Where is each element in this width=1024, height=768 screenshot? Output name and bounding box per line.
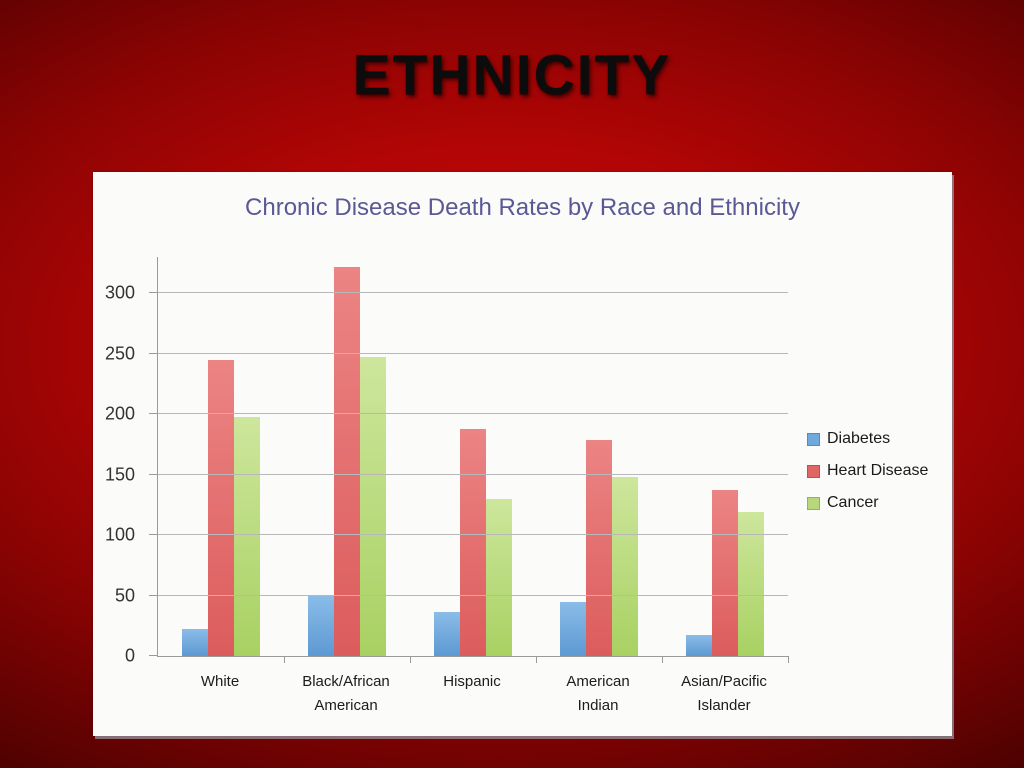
bar-heart-disease-white [208, 359, 234, 656]
x-axis-tick [410, 656, 411, 663]
y-tick-label-200: 200 [104, 403, 135, 424]
x-category-label-american-indian: American Indian [566, 673, 630, 714]
y-tick-label-300: 300 [104, 282, 135, 303]
x-category-label-black-african-american: Black/African American [302, 673, 390, 714]
bar-diabetes-asian-pacific-islander [686, 635, 712, 656]
slide-title: ETHNICITY [352, 43, 672, 107]
legend-item-heart-disease: Heart Disease [807, 462, 928, 480]
legend-item-cancer: Cancer [807, 494, 928, 512]
bar-group-hispanic [410, 257, 536, 656]
chart-title: Chronic Disease Death Rates by Race and … [245, 194, 800, 221]
y-tick-label-150: 150 [104, 464, 135, 485]
bar-heart-disease-black-african-american [334, 266, 360, 656]
legend-swatch-heart-disease [807, 464, 820, 478]
legend-item-diabetes: Diabetes [807, 430, 928, 448]
bar-cancer-american-indian [612, 477, 638, 656]
gridline-150 [158, 473, 788, 475]
y-tick-label-50: 50 [114, 585, 135, 606]
legend-swatch-cancer [807, 496, 820, 510]
bar-group-asian-pacific-islander [662, 257, 788, 656]
y-tick-mark [149, 534, 157, 536]
x-axis-tick [662, 656, 663, 663]
chart-panel: Chronic Disease Death Rates by Race and … [93, 172, 952, 736]
gridline-300 [158, 292, 788, 294]
bar-diabetes-american-indian [560, 601, 586, 656]
bar-diabetes-hispanic [434, 612, 460, 656]
y-tick-mark [149, 352, 157, 354]
bar-heart-disease-american-indian [586, 439, 612, 656]
y-tick-mark [149, 473, 157, 475]
bar-cancer-black-african-american [360, 357, 386, 656]
bar-groups [158, 257, 788, 656]
gridline-100 [158, 534, 788, 536]
legend-label-heart-disease: Heart Disease [827, 462, 929, 479]
bar-group-black-african-american [284, 257, 410, 656]
y-axis: 0 50 100 150 200 250 300 [93, 257, 157, 666]
x-category-label-hispanic: Hispanic [443, 673, 501, 690]
gridline-50 [158, 594, 788, 596]
y-tick-mark [149, 594, 157, 596]
bar-cancer-asian-pacific-islander [738, 512, 764, 656]
bar-diabetes-black-african-american [308, 595, 334, 656]
y-tick-label-100: 100 [104, 524, 135, 545]
legend: Diabetes Heart Disease Cancer [807, 430, 928, 526]
bar-heart-disease-hispanic [460, 428, 486, 656]
gridline-250 [158, 352, 788, 354]
y-tick-mark [149, 292, 157, 294]
x-category-label-asian-pacific-islander: Asian/Pacific Islander [681, 673, 767, 714]
y-tick-mark [149, 413, 157, 415]
bar-diabetes-white [182, 629, 208, 656]
legend-label-diabetes: Diabetes [827, 430, 891, 447]
legend-label-cancer: Cancer [827, 494, 879, 511]
y-tick-label-0: 0 [124, 645, 135, 666]
bar-group-american-indian [536, 257, 662, 656]
x-axis-tick [284, 656, 285, 663]
y-tick-label-250: 250 [104, 343, 135, 364]
plot-area [157, 257, 789, 663]
x-category-label-white: White [200, 673, 240, 690]
gridline-200 [158, 413, 788, 415]
x-axis-tick [536, 656, 537, 663]
bar-cancer-hispanic [486, 498, 512, 656]
x-axis-tick [788, 656, 789, 663]
bar-heart-disease-asian-pacific-islander [712, 490, 738, 656]
legend-swatch-diabetes [807, 432, 820, 446]
y-tick-mark [149, 655, 157, 656]
x-axis-labels: White Black/African American Hispanic Americ… [157, 670, 787, 718]
bar-group-white [158, 257, 284, 656]
bar-cancer-white [234, 416, 260, 656]
